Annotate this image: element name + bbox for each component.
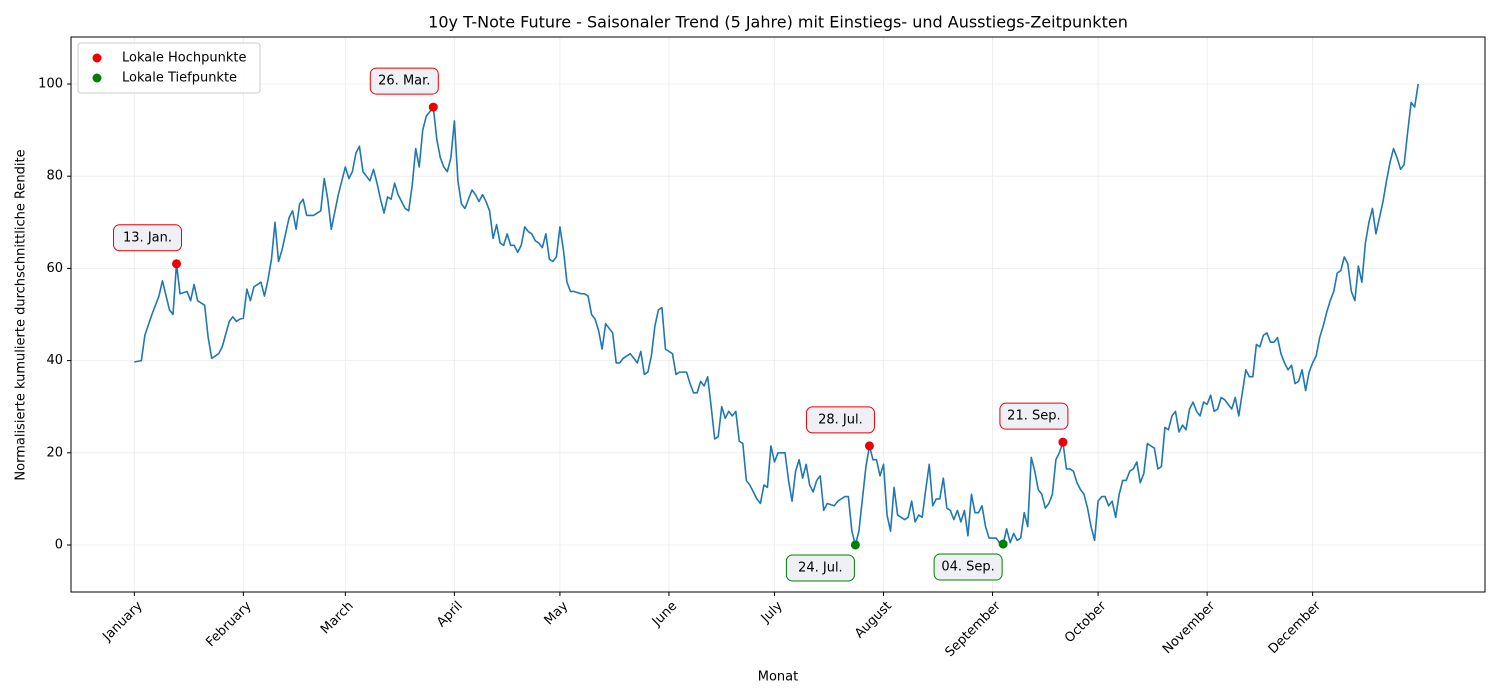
plot-frame: [70, 36, 1486, 593]
legend-marker: [92, 53, 102, 63]
marker: [428, 102, 438, 112]
y-tick-label: 60: [46, 261, 63, 276]
legend-label: Lokale Tiefpunkte: [122, 71, 237, 86]
annotation-label: 21. Sep.: [1007, 409, 1060, 424]
annotation-label: 13. Jan.: [123, 230, 172, 245]
y-tick-label: 20: [46, 445, 63, 460]
annotation-box: [113, 224, 183, 252]
annotation-box: [369, 67, 439, 95]
annotation-label: 24. Jul.: [798, 560, 843, 575]
y-tick-label: 0: [55, 537, 63, 552]
data-line: [134, 83, 1419, 546]
marker: [172, 259, 182, 269]
legend-box: [77, 42, 261, 94]
annotation-label: 28. Jul.: [818, 412, 863, 427]
marker: [998, 539, 1008, 549]
annotation-label: 04. Sep.: [941, 560, 994, 575]
annotation-box: [805, 406, 875, 434]
y-tick-label: 80: [46, 169, 63, 184]
y-axis-label: Normalisierte kumulierte durchschnittlic…: [14, 149, 29, 480]
annotation-box: [933, 553, 1003, 581]
marker: [850, 540, 860, 550]
x-axis-label: Monat: [758, 670, 798, 685]
legend-marker: [92, 73, 102, 83]
annotation-box: [999, 402, 1069, 430]
annotation-box: [785, 554, 855, 582]
marker: [1058, 437, 1068, 447]
y-tick-label: 40: [46, 353, 63, 368]
y-tick-label: 100: [38, 77, 63, 92]
chart-title: 10y T-Note Future - Saisonaler Trend (5 …: [428, 13, 1128, 32]
annotation-label: 26. Mar.: [378, 74, 430, 89]
marker: [864, 441, 874, 451]
legend-label: Lokale Hochpunkte: [122, 51, 246, 66]
